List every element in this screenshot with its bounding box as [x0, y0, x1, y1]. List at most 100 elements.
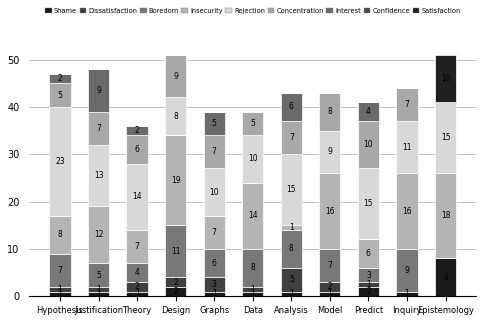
Text: 15: 15: [440, 133, 450, 142]
Bar: [88, 292, 109, 296]
Bar: [320, 282, 340, 292]
Bar: [280, 268, 302, 292]
Bar: [396, 88, 417, 121]
Bar: [50, 287, 70, 292]
Text: 2: 2: [366, 287, 371, 296]
Text: 12: 12: [94, 230, 104, 239]
Text: 5: 5: [58, 90, 62, 99]
Text: 1: 1: [250, 289, 255, 298]
Text: 11: 11: [171, 247, 180, 256]
Text: 2: 2: [134, 126, 140, 135]
Text: 7: 7: [328, 261, 332, 270]
Bar: [242, 183, 264, 249]
Text: 10: 10: [248, 155, 258, 164]
Text: 4: 4: [366, 107, 371, 116]
Bar: [242, 135, 264, 183]
Text: 1: 1: [58, 289, 62, 298]
Text: 8: 8: [250, 263, 255, 272]
Text: 2: 2: [174, 287, 178, 296]
Bar: [88, 206, 109, 263]
Bar: [165, 225, 186, 277]
Text: 8: 8: [289, 244, 294, 253]
Text: 1: 1: [404, 289, 409, 298]
Bar: [165, 55, 186, 98]
Text: 7: 7: [58, 266, 62, 275]
Text: 6: 6: [134, 145, 140, 154]
Text: 7: 7: [212, 147, 216, 156]
Bar: [280, 93, 302, 121]
Text: 19: 19: [171, 176, 180, 185]
Bar: [320, 93, 340, 130]
Text: 9: 9: [96, 86, 101, 95]
Text: 2: 2: [174, 278, 178, 287]
Bar: [126, 292, 148, 296]
Bar: [242, 249, 264, 287]
Bar: [435, 55, 456, 102]
Text: 3: 3: [212, 280, 216, 289]
Text: 7: 7: [404, 100, 409, 109]
Bar: [435, 102, 456, 173]
Bar: [396, 121, 417, 173]
Text: 23: 23: [55, 157, 65, 166]
Bar: [435, 173, 456, 259]
Text: 4: 4: [134, 268, 140, 277]
Bar: [88, 263, 109, 287]
Text: 8: 8: [443, 273, 448, 282]
Text: 9: 9: [404, 266, 409, 275]
Bar: [242, 287, 264, 292]
Bar: [396, 292, 417, 296]
Text: 1: 1: [96, 285, 101, 294]
Text: 3: 3: [366, 270, 371, 279]
Bar: [358, 168, 379, 240]
Text: 2: 2: [134, 282, 140, 291]
Text: 1: 1: [96, 289, 101, 298]
Text: 14: 14: [132, 192, 142, 201]
Bar: [88, 145, 109, 206]
Bar: [126, 263, 148, 282]
Text: 6: 6: [366, 249, 371, 258]
Legend: Shame, Dissatisfaction, Boredom, Insecurity, Rejection, Concentration, Interest,: Shame, Dissatisfaction, Boredom, Insecur…: [42, 5, 463, 17]
Text: 1: 1: [366, 280, 371, 289]
Bar: [126, 230, 148, 263]
Bar: [358, 282, 379, 287]
Bar: [242, 292, 264, 296]
Text: 1: 1: [250, 285, 255, 294]
Bar: [280, 225, 302, 230]
Text: 1: 1: [328, 289, 332, 298]
Text: 8: 8: [58, 230, 62, 239]
Text: 9: 9: [328, 147, 332, 156]
Bar: [320, 130, 340, 173]
Bar: [204, 277, 225, 292]
Bar: [165, 287, 186, 296]
Text: 6: 6: [212, 259, 216, 268]
Bar: [165, 98, 186, 135]
Text: 9: 9: [173, 71, 178, 80]
Bar: [358, 121, 379, 168]
Bar: [88, 287, 109, 292]
Bar: [165, 135, 186, 225]
Bar: [204, 249, 225, 277]
Bar: [126, 282, 148, 292]
Text: 1: 1: [212, 289, 216, 298]
Text: 18: 18: [441, 211, 450, 220]
Bar: [126, 135, 148, 164]
Bar: [50, 107, 70, 216]
Bar: [126, 126, 148, 135]
Text: 15: 15: [364, 199, 373, 208]
Text: 1: 1: [289, 289, 294, 298]
Text: 10: 10: [364, 140, 373, 149]
Text: 16: 16: [325, 207, 334, 216]
Bar: [204, 112, 225, 135]
Text: 10: 10: [440, 74, 450, 83]
Bar: [358, 240, 379, 268]
Bar: [204, 135, 225, 168]
Bar: [320, 292, 340, 296]
Bar: [165, 277, 186, 287]
Text: 5: 5: [212, 119, 216, 128]
Bar: [50, 83, 70, 107]
Bar: [50, 74, 70, 83]
Text: 13: 13: [94, 171, 104, 180]
Text: 10: 10: [210, 188, 219, 197]
Text: 1: 1: [58, 285, 62, 294]
Text: 2: 2: [58, 74, 62, 83]
